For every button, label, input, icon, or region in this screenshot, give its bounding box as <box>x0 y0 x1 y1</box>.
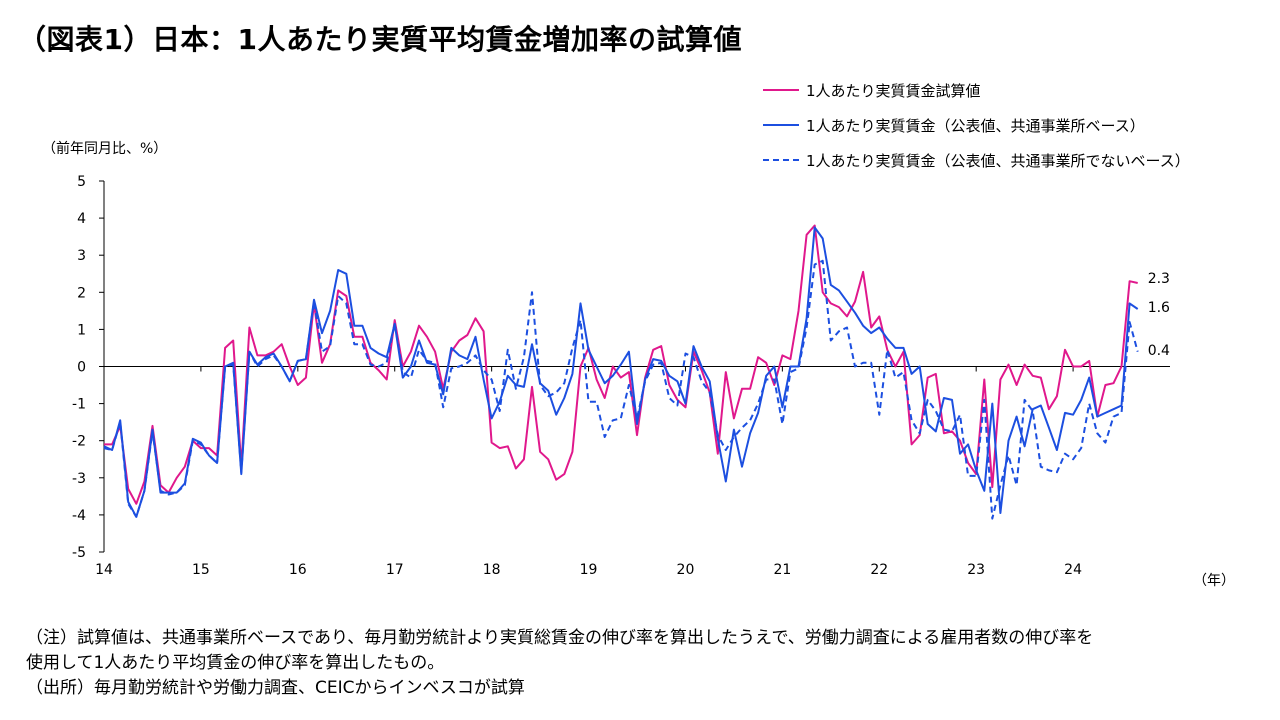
series-line-2 <box>103 226 1139 518</box>
note-line: 使用して1人あたり平均賃金の伸び率を算出したもの。 <box>26 653 445 673</box>
x-tick-label: 21 <box>773 562 791 578</box>
y-axis-label: （前年同月比、%） <box>42 140 167 157</box>
y-tick-label: 1 <box>77 322 86 338</box>
end-value-label: 1.6 <box>1148 300 1170 316</box>
x-tick-label: 15 <box>192 562 210 578</box>
footnotes: （注）試算値は、共通事業所ベースであり、毎月勤労統計より実質総賃金の伸び率を算出… <box>26 626 1093 701</box>
y-tick-label: -2 <box>72 434 86 450</box>
x-tick-label: 18 <box>483 562 501 578</box>
y-tick-label: -5 <box>72 545 86 561</box>
line-chart: 1人あたり実質賃金試算値 1人あたり実質賃金（公表値、共通事業所ベース） 1人あたり… <box>42 82 1235 589</box>
note-line: （注）試算値は、共通事業所ベースであり、毎月勤労統計より実質総賃金の伸び率を算出… <box>26 628 1094 648</box>
x-tick-label: 19 <box>580 562 598 578</box>
x-tick-label: 14 <box>95 562 113 578</box>
chart-end-labels: 2.3 1.6 0.4 <box>1148 271 1170 359</box>
legend-label: 1人あたり実質賃金（公表値、共通事業所でないベース） <box>806 152 1190 170</box>
x-tick-label: 20 <box>677 562 695 578</box>
x-axis-label: （年） <box>1193 573 1235 589</box>
y-tick-label: 4 <box>77 211 86 227</box>
end-value-label: 0.4 <box>1148 343 1170 359</box>
x-tick-label: 24 <box>1064 562 1082 578</box>
y-tick-label: -3 <box>72 471 86 487</box>
x-tick-label: 17 <box>386 562 404 578</box>
note-line: （出所）毎月勤労統計や労働力調査、CEICからインベスコが試算 <box>26 678 525 698</box>
legend-label: 1人あたり実質賃金試算値 <box>806 82 981 100</box>
y-tick-label: -4 <box>72 508 86 524</box>
y-tick-label: 3 <box>77 248 86 264</box>
page-title: （図表1）日本：1人あたり実質平均賃金増加率の試算値 <box>18 23 742 56</box>
series-line-1 <box>104 224 1138 505</box>
chart-series <box>103 224 1139 520</box>
legend-label: 1人あたり実質賃金（公表値、共通事業所ベース） <box>806 117 1145 135</box>
x-tick-label: 16 <box>289 562 307 578</box>
x-tick-label: 23 <box>967 562 985 578</box>
y-tick-label: 2 <box>77 285 86 301</box>
chart-legend: 1人あたり実質賃金試算値 1人あたり実質賃金（公表値、共通事業所ベース） 1人あたり… <box>763 82 1190 170</box>
y-tick-label: -1 <box>72 397 86 413</box>
y-tick-label: 0 <box>77 360 86 376</box>
y-tick-label: 5 <box>77 174 86 190</box>
end-value-label: 2.3 <box>1148 271 1170 287</box>
series-line-3 <box>103 259 1139 520</box>
x-tick-label: 22 <box>870 562 888 578</box>
